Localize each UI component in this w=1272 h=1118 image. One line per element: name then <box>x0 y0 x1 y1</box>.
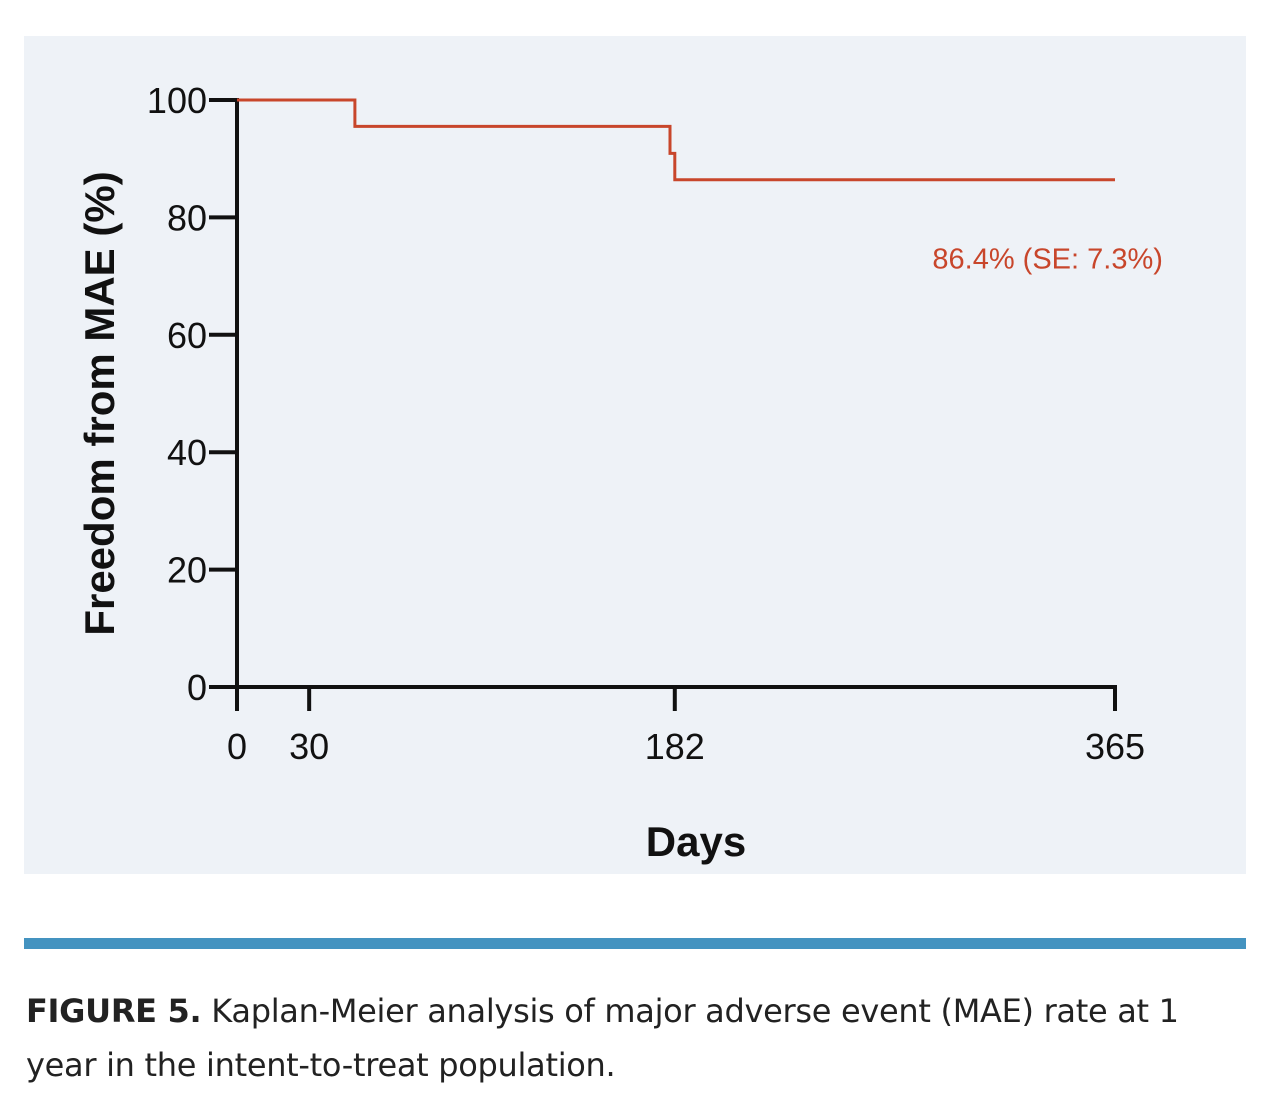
x-tick-label: 182 <box>645 726 705 767</box>
x-axis-title: Days <box>646 818 746 865</box>
y-tick-label: 80 <box>167 197 207 238</box>
y-tick-label: 40 <box>167 432 207 473</box>
figure-caption: FIGURE 5. Kaplan-Meier analysis of major… <box>26 984 1248 1092</box>
survival-estimate-annotation: 86.4% (SE: 7.3%) <box>932 243 1163 275</box>
x-tick-label: 0 <box>227 726 247 767</box>
y-tick-label: 0 <box>187 667 207 708</box>
labels-group: 0 20 40 60 80 100 0 30 182 365 Days Freedom from MA… <box>76 80 1163 865</box>
figure-label: FIGURE 5. <box>26 992 202 1030</box>
caption-divider <box>24 938 1246 949</box>
x-tick-label: 30 <box>289 726 329 767</box>
x-tick-label: 365 <box>1085 726 1145 767</box>
chart-panel: 0 20 40 60 80 100 0 30 182 365 Days Freedom from MA… <box>24 36 1246 874</box>
caption-text: Kaplan-Meier analysis of major adverse e… <box>26 992 1179 1084</box>
y-axis-title: Freedom from MAE (%) <box>76 171 123 635</box>
y-tick-label: 20 <box>167 550 207 591</box>
kaplan-meier-chart: 0 20 40 60 80 100 0 30 182 365 Days Freedom from MA… <box>76 80 1163 865</box>
y-tick-label: 100 <box>147 80 207 121</box>
survival-curve <box>237 98 1115 182</box>
y-tick-label: 60 <box>167 315 207 356</box>
survival-curve-group <box>237 98 1115 182</box>
axes <box>209 98 1117 711</box>
